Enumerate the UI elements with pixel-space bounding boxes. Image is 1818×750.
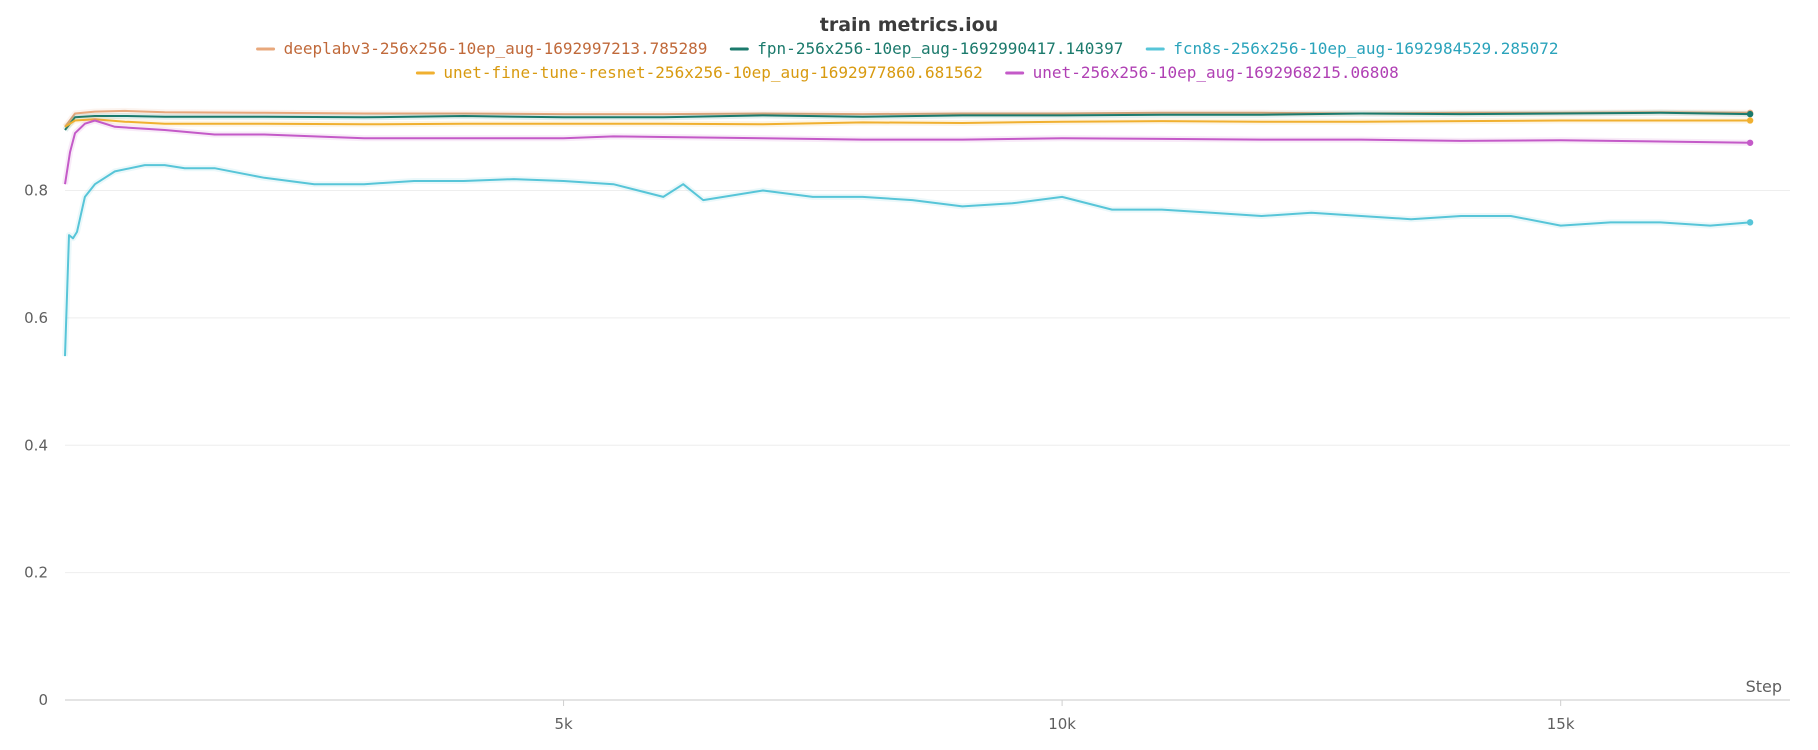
legend-label: fpn-256x256-10ep_aug-1692990417.140397 [757,39,1123,58]
legend-item[interactable]: fpn-256x256-10ep_aug-1692990417.140397 [729,39,1123,58]
series-layer [62,107,1754,357]
series-line[interactable] [64,164,1751,357]
legend-label: unet-fine-tune-resnet-256x256-10ep_aug-1… [443,63,982,82]
legend-item[interactable]: fcn8s-256x256-10ep_aug-1692984529.285072 [1145,39,1559,58]
series-line[interactable] [64,119,1751,185]
y-tick-label: 0.8 [24,182,48,200]
legend-item[interactable]: deeplabv3-256x256-10ep_aug-1692997213.78… [256,39,708,58]
x-tick-label: 10k [1048,715,1076,733]
x-axis-title: Step [1746,677,1782,696]
legend-item[interactable]: unet-256x256-10ep_aug-1692968215.06808 [1005,63,1399,82]
chart-title: train metrics.iou [820,14,998,36]
grid [65,190,1790,574]
legend-label: deeplabv3-256x256-10ep_aug-1692997213.78… [284,39,708,58]
series-end-marker[interactable] [1746,110,1754,118]
y-tick-label: 0 [38,691,48,709]
legend: deeplabv3-256x256-10ep_aug-1692997213.78… [256,39,1559,82]
series-end-marker[interactable] [1746,219,1754,226]
series-line[interactable] [64,111,1751,131]
series-end-marker[interactable] [1746,139,1754,146]
series-line[interactable] [64,118,1751,128]
y-tick-label: 0.2 [24,564,48,582]
legend-item[interactable]: unet-fine-tune-resnet-256x256-10ep_aug-1… [415,63,983,82]
axes: 0 0.2 0.4 0.6 0.8 5k 10k 15k [24,182,1790,733]
series-band [62,162,1751,357]
x-tick-label: 15k [1547,715,1575,733]
series-end-marker[interactable] [1746,117,1754,124]
x-tick-label: 5k [554,715,573,733]
legend-label: fcn8s-256x256-10ep_aug-1692984529.285072 [1173,39,1558,58]
legend-label: unet-256x256-10ep_aug-1692968215.06808 [1033,63,1399,82]
series-band [62,117,1751,185]
y-tick-label: 0.4 [24,436,48,454]
y-tick-label: 0.6 [24,309,48,327]
